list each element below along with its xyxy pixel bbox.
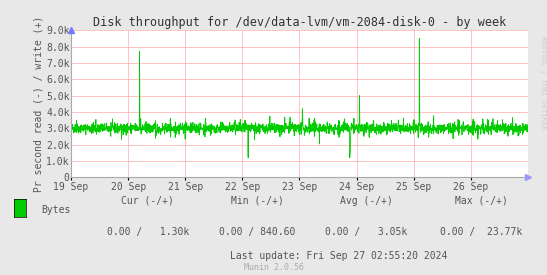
Text: Min (-/+): Min (-/+) xyxy=(231,196,283,206)
Text: Bytes: Bytes xyxy=(41,205,71,215)
Text: RRDTOOL / TOBI OETIKER: RRDTOOL / TOBI OETIKER xyxy=(540,36,546,129)
Text: 0.00 /   1.30k: 0.00 / 1.30k xyxy=(107,227,189,237)
Text: Munin 2.0.56: Munin 2.0.56 xyxy=(243,263,304,272)
Title: Disk throughput for /dev/data-lvm/vm-2084-disk-0 - by week: Disk throughput for /dev/data-lvm/vm-208… xyxy=(93,16,506,29)
Text: Last update: Fri Sep 27 02:55:20 2024: Last update: Fri Sep 27 02:55:20 2024 xyxy=(230,251,448,261)
Text: 0.00 / 840.60: 0.00 / 840.60 xyxy=(219,227,295,237)
Y-axis label: Pr second read (-) / write (+): Pr second read (-) / write (+) xyxy=(33,16,43,192)
Text: Avg (-/+): Avg (-/+) xyxy=(340,196,393,206)
Text: Max (-/+): Max (-/+) xyxy=(455,196,508,206)
Text: Cur (-/+): Cur (-/+) xyxy=(121,196,174,206)
Text: 0.00 /   3.05k: 0.00 / 3.05k xyxy=(325,227,408,237)
Text: 0.00 /  23.77k: 0.00 / 23.77k xyxy=(440,227,522,237)
